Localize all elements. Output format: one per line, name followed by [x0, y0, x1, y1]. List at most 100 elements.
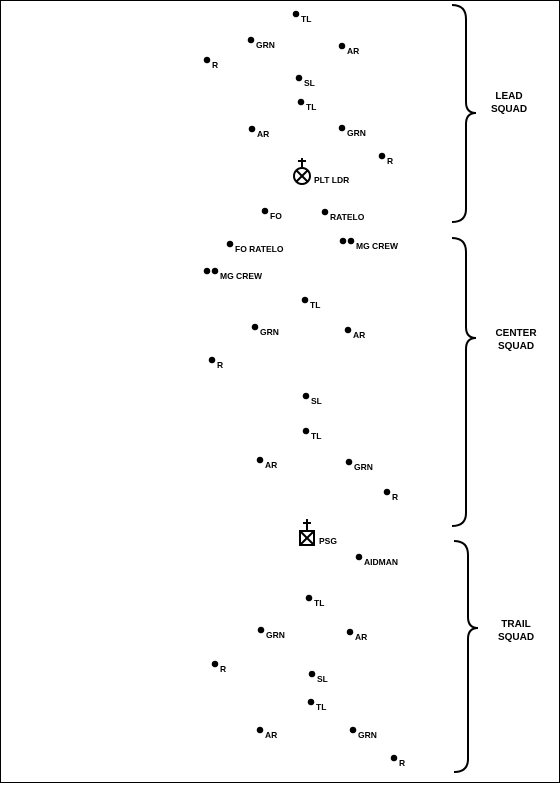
soldier-position: TL	[305, 594, 324, 608]
soldier-dot	[346, 628, 354, 636]
soldier-label: R	[399, 758, 405, 768]
soldier-label: AR	[355, 632, 367, 642]
soldier-label: SL	[304, 78, 315, 88]
soldier-positions: TL GRN AR R SL TL AR GRN R FO RATELO FO RATELO MG CR…	[203, 10, 405, 768]
soldier-dot	[339, 237, 347, 245]
platoon-leader-symbol	[293, 158, 311, 185]
soldier-label: FO	[270, 211, 282, 221]
soldier-dot	[301, 296, 309, 304]
soldier-dot	[248, 125, 256, 133]
platoon-sergeant-symbol	[299, 519, 315, 546]
lead-squad-bracket	[451, 4, 477, 223]
soldier-position: MG CREW	[203, 267, 263, 281]
soldier-position: GRN	[251, 323, 279, 337]
soldier-label: AR	[265, 730, 277, 740]
soldier-dot	[321, 208, 329, 216]
platoon-sergeant-label: PSG	[319, 536, 337, 546]
soldier-position: SL	[295, 74, 315, 88]
soldier-dot	[383, 488, 391, 496]
soldier-position: SL	[308, 670, 328, 684]
soldier-dot	[251, 323, 259, 331]
trail-squad-label-line2: SQUAD	[498, 632, 534, 643]
soldier-label: GRN	[358, 730, 377, 740]
soldier-dot	[247, 36, 255, 44]
soldier-dot	[338, 124, 346, 132]
soldier-label: GRN	[260, 327, 279, 337]
platoon-leader-label: PLT LDR	[314, 175, 349, 185]
soldier-position: TL	[297, 98, 316, 112]
soldier-dot	[256, 456, 264, 464]
soldier-dot	[345, 458, 353, 466]
soldier-position: FO	[261, 207, 282, 221]
soldier-position: SL	[302, 392, 322, 406]
soldier-label: R	[387, 156, 393, 166]
soldier-label: AIDMAN	[364, 557, 398, 567]
soldier-position: R	[208, 356, 223, 370]
soldier-label: SL	[317, 674, 328, 684]
soldier-label: TL	[301, 14, 311, 24]
soldier-label: MG CREW	[220, 271, 263, 281]
center-squad-label-line1: CENTER	[495, 328, 537, 339]
soldier-position: GRN	[345, 458, 373, 472]
soldier-dot	[347, 237, 355, 245]
soldier-label: TL	[311, 431, 321, 441]
soldier-label: SL	[311, 396, 322, 406]
soldier-dot	[292, 10, 300, 18]
soldier-dot	[257, 626, 265, 634]
center-squad-label-line2: SQUAD	[498, 341, 534, 352]
soldier-label: AR	[347, 46, 359, 56]
soldier-position: R	[211, 660, 226, 674]
soldier-dot	[261, 207, 269, 215]
soldier-label: AR	[257, 129, 269, 139]
soldier-label: GRN	[266, 630, 285, 640]
soldier-label: AR	[265, 460, 277, 470]
soldier-position: GRN	[247, 36, 275, 50]
soldier-position: GRN	[257, 626, 285, 640]
soldier-label: GRN	[354, 462, 373, 472]
soldier-position: FO RATELO	[226, 240, 284, 254]
soldier-position: AR	[256, 726, 277, 740]
soldier-position: GRN	[349, 726, 377, 740]
soldier-position: AR	[338, 42, 359, 56]
soldier-position: R	[203, 56, 218, 70]
soldier-dot	[203, 267, 211, 275]
soldier-position: R	[383, 488, 398, 502]
trail-squad-label-line1: TRAIL	[501, 619, 530, 630]
trail-squad-bracket	[453, 540, 479, 773]
soldier-dot	[344, 326, 352, 334]
soldier-position: AIDMAN	[355, 553, 398, 567]
soldier-label: RATELO	[330, 212, 365, 222]
soldier-position: MG CREW	[339, 237, 399, 251]
soldier-position: AR	[344, 326, 365, 340]
soldier-label: TL	[314, 598, 324, 608]
soldier-position: AR	[248, 125, 269, 139]
soldier-label: TL	[316, 702, 326, 712]
soldier-dot	[307, 698, 315, 706]
soldier-dot	[378, 152, 386, 160]
soldier-dot	[305, 594, 313, 602]
lead-squad-label-line2: SQUAD	[491, 104, 527, 115]
soldier-dot	[208, 356, 216, 364]
soldier-label: GRN	[347, 128, 366, 138]
soldier-dot	[226, 240, 234, 248]
soldier-dot	[211, 660, 219, 668]
soldier-label: GRN	[256, 40, 275, 50]
soldier-label: MG CREW	[356, 241, 399, 251]
soldier-label: R	[212, 60, 218, 70]
soldier-label: TL	[306, 102, 316, 112]
lead-squad-label-line1: LEAD	[495, 91, 522, 102]
soldier-label: R	[220, 664, 226, 674]
soldier-label: R	[392, 492, 398, 502]
soldier-position: R	[378, 152, 393, 166]
soldier-dot	[256, 726, 264, 734]
soldier-dot	[302, 427, 310, 435]
soldier-dot	[295, 74, 303, 82]
soldier-label: AR	[353, 330, 365, 340]
soldier-dot	[349, 726, 357, 734]
soldier-label: TL	[310, 300, 320, 310]
soldier-label: R	[217, 360, 223, 370]
soldier-position: RATELO	[321, 208, 365, 222]
